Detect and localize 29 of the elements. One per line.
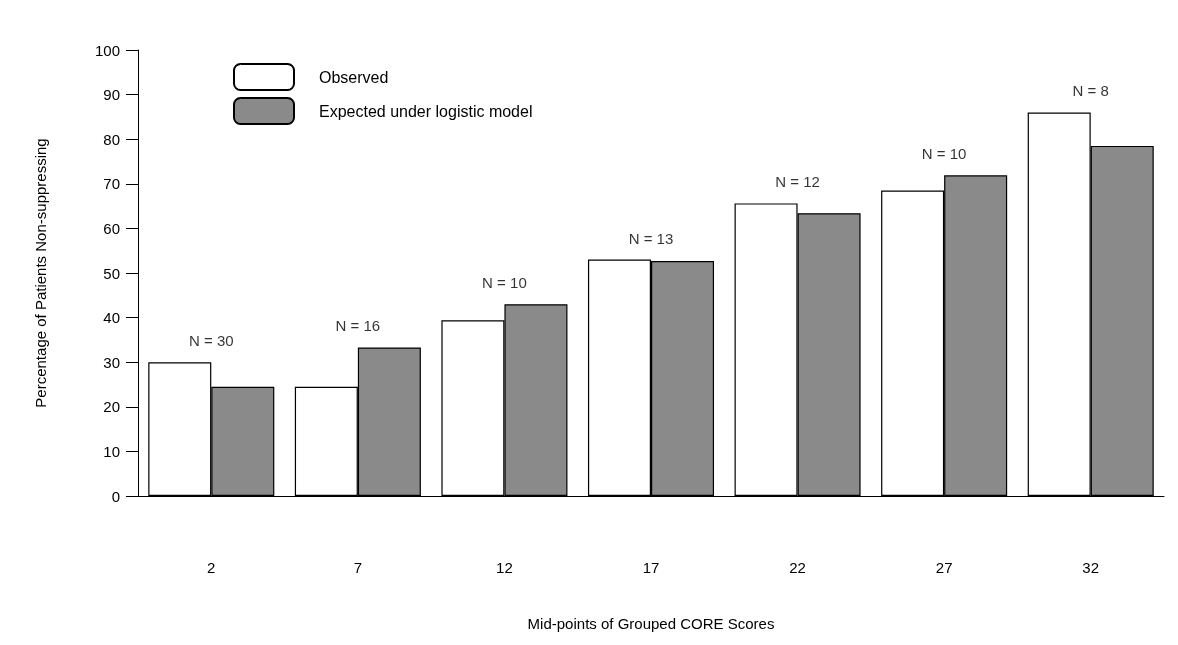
- y-tick-label: 100: [94, 41, 120, 59]
- y-tick-label: 90: [103, 86, 120, 104]
- annotation: N = 16: [335, 317, 381, 335]
- legend-label: Observed: [319, 68, 389, 86]
- x-tick-label: 27: [935, 559, 953, 576]
- annotation: N = 10: [921, 145, 967, 163]
- y-axis-title: Percentage of Patients Non-suppressing: [32, 138, 49, 408]
- y-tick-label: 10: [103, 442, 120, 460]
- x-tick-label: 2: [207, 559, 216, 576]
- legend-label: Expected under logistic model: [319, 102, 533, 120]
- y-tick-label: 70: [103, 175, 120, 193]
- x-axis-title: Mid-points of Grouped CORE Scores: [527, 615, 775, 632]
- annotation: N = 10: [482, 274, 527, 292]
- x-tick-label: 12: [496, 559, 513, 576]
- x-tick-label: 32: [1082, 559, 1100, 576]
- annotation: N = 13: [628, 229, 674, 247]
- y-tick-label: 20: [103, 398, 120, 416]
- x-tick-label: 7: [353, 559, 363, 576]
- y-tick-label: 40: [103, 309, 120, 327]
- annotation: N = 12: [775, 173, 820, 191]
- y-tick-label: 30: [103, 353, 120, 371]
- y-tick-label: 60: [103, 219, 120, 237]
- x-tick-label: 17: [642, 559, 660, 576]
- x-tick-label: 22: [789, 559, 806, 576]
- y-tick-label: 50: [103, 264, 120, 282]
- y-tick-label: 0: [111, 487, 120, 505]
- y-tick-label: 80: [103, 130, 120, 148]
- annotation: N = 30: [188, 332, 234, 350]
- annotation: N = 8: [1072, 82, 1109, 100]
